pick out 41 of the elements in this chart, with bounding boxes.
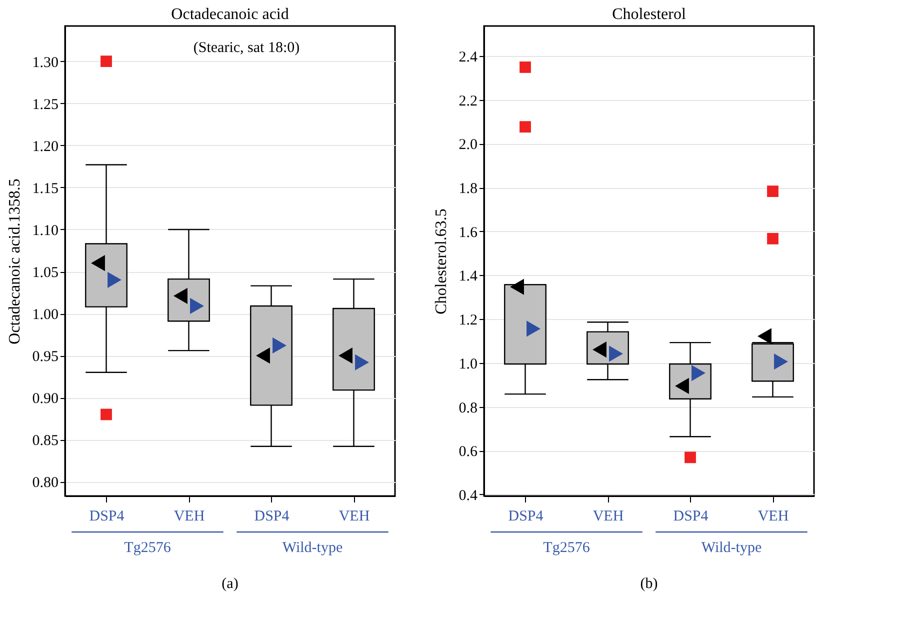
y-tick-label: 1.10 [32, 222, 58, 239]
text: (b) [640, 576, 658, 592]
x-tick-label: VEH [758, 508, 789, 524]
y-tick-label: 1.00 [32, 307, 58, 324]
y-tick-label: 0.85 [32, 433, 58, 450]
text: (a) [222, 576, 238, 592]
x-tick-label: VEH [338, 508, 370, 524]
x-tick-label: VEH [174, 508, 205, 524]
y-tick-label: 0.6 [458, 444, 478, 460]
text: Wild-type [701, 540, 762, 556]
y-tick-label: 1.8 [458, 181, 478, 198]
y-tick-label: 2.4 [458, 50, 478, 66]
y-axis-title: Cholesterol.63.5 [432, 208, 450, 314]
y-axis-title: Octadecanoic acid.1358.5 [6, 178, 24, 344]
y-tick-label: 0.95 [32, 349, 58, 366]
text: Tg2576 [124, 540, 172, 556]
y-tick-label: 1.6 [458, 224, 478, 241]
annotation: (Stearic, sat 18:0) [193, 40, 300, 56]
text: Wild-type [282, 540, 343, 556]
y-tick-label: 1.0 [458, 356, 478, 372]
text: Tg2576 [543, 540, 590, 556]
y-tick-label: 1.2 [458, 312, 478, 329]
y-tick-label: 0.4 [458, 488, 478, 504]
y-tick-label: 1.20 [32, 138, 58, 155]
y-tick-label: 1.15 [32, 180, 58, 197]
x-tick-label: DSP4 [89, 508, 125, 524]
y-tick-label: 2.0 [458, 137, 478, 154]
x-tick-label: VEH [592, 508, 624, 524]
chart-title: Octadecanoic acid [171, 6, 289, 23]
y-tick-label: 0.90 [32, 391, 58, 408]
y-tick-label: 1.30 [32, 54, 58, 71]
y-tick-label: 0.80 [32, 475, 58, 492]
y-tick-label: 1.05 [32, 265, 58, 282]
y-tick-label: 1.4 [458, 268, 478, 285]
chart-title: Cholesterol [612, 6, 686, 23]
x-tick-label: DSP4 [508, 508, 544, 524]
y-tick-label: 1.25 [32, 96, 58, 113]
x-tick-label: DSP4 [254, 508, 290, 524]
y-tick-label: 2.2 [458, 93, 478, 110]
x-tick-label: DSP4 [673, 508, 709, 524]
y-tick-label: 0.8 [458, 400, 478, 416]
